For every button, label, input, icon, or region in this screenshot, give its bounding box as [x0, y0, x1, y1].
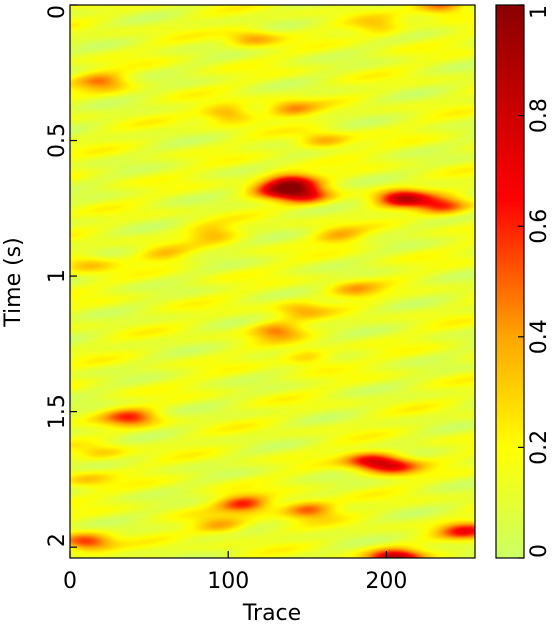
x-axis: 0 100 200: [63, 551, 407, 594]
y-axis: 0 0.5 1 1.5 2: [45, 4, 77, 548]
x-tick-label: 100: [207, 569, 249, 594]
x-tick-label: 0: [63, 569, 77, 594]
x-tick-label: 200: [365, 569, 407, 594]
colorbar-tick-label: 0.8: [527, 98, 552, 133]
colorbar-axis: 0 0.2 0.4 0.6 0.8 1: [518, 4, 552, 559]
y-tick-label: 2: [45, 533, 70, 547]
heatmap-image-container: [70, 5, 475, 558]
colorbar: [495, 4, 525, 559]
y-tick-label: 1: [45, 269, 70, 283]
colorbar-tick-label: 0.4: [527, 319, 552, 354]
y-tick-label: 1.5: [45, 394, 70, 429]
y-tick-label: 0.5: [45, 123, 70, 158]
colorbar-tick-label: 0: [527, 544, 552, 558]
colorbar-tick-label: 0.6: [527, 209, 552, 244]
y-tick-label: 0: [45, 5, 70, 19]
x-axis-label: Trace: [242, 601, 301, 624]
colorbar-tick-label: 1: [527, 5, 552, 19]
colorbar-tick-label: 0.2: [527, 430, 552, 465]
y-axis-label: Time (s): [1, 237, 26, 327]
plot-frame: [69, 4, 476, 559]
heatmap-image: [70, 5, 475, 558]
